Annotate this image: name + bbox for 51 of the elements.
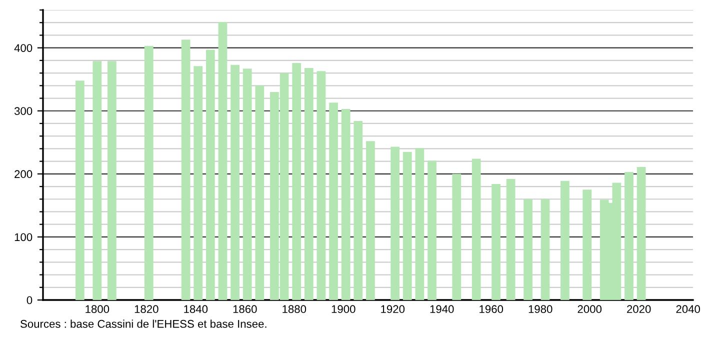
bar [428,160,436,300]
bar [218,22,228,300]
bar [92,61,102,300]
bar [341,108,350,300]
bar [472,158,481,300]
y-tick-label: 400 [14,44,32,52]
bar [415,148,424,300]
bar [624,172,634,300]
bar [108,61,116,300]
bar [506,178,516,300]
bar [316,71,326,300]
y-tick-label: 200 [14,170,32,178]
bar [76,80,84,300]
x-tick-label: 1840 [184,305,208,314]
bar [242,68,252,300]
bar [304,68,314,300]
bar [354,120,363,300]
bar [194,66,203,300]
y-tick-label: 300 [14,107,32,116]
bar [582,190,592,300]
x-tick-label: 1980 [528,305,552,314]
source-note: Sources : base Cassini de l'EHESS et base Insee. [20,320,266,328]
x-tick-label: 1800 [86,305,110,314]
x-tick-label: 1920 [381,305,405,314]
bar [524,199,532,300]
bar [230,64,240,300]
bar [292,62,302,300]
x-tick-label: 1900 [332,305,356,314]
bar [181,40,190,300]
x-tick-label: 1820 [134,305,158,314]
bar [560,180,570,300]
x-tick-label: 2020 [627,305,651,314]
bar [144,46,154,300]
x-tick-label: 1860 [233,305,257,314]
x-tick-label: 2000 [578,305,602,314]
y-tick-label: 100 [14,233,32,242]
bar [206,50,215,300]
bar [402,152,412,300]
bar [452,174,462,300]
bar [366,141,375,300]
x-tick-label: 1940 [430,305,454,314]
bar [329,102,338,300]
x-tick-label: 2040 [676,305,700,314]
bar [492,184,500,300]
y-tick-label: 0 [26,296,32,304]
bar [540,199,550,300]
x-tick-label: 1880 [282,305,306,314]
bar [255,86,264,300]
bar [390,146,400,300]
bar [636,166,646,300]
x-tick-label: 1960 [480,305,504,314]
